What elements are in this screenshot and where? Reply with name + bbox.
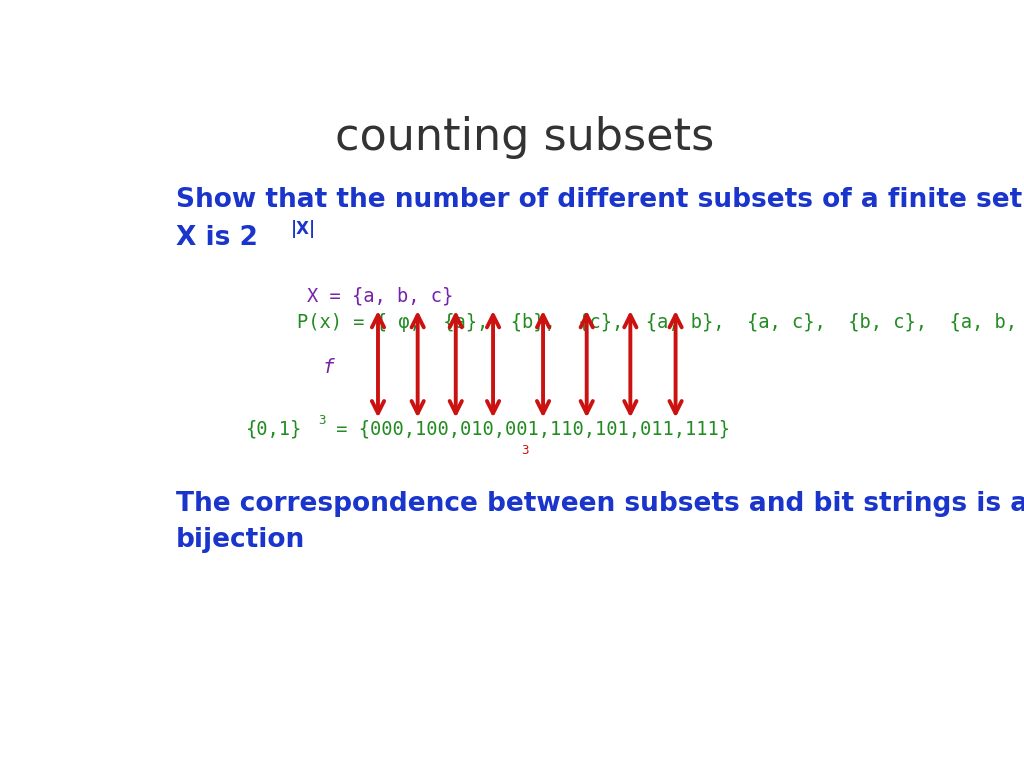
Text: {0,1}: {0,1} (246, 419, 302, 439)
Text: X = {a, b, c}: X = {a, b, c} (306, 286, 453, 305)
Text: counting subsets: counting subsets (335, 116, 715, 159)
Text: Show that the number of different subsets of a finite set: Show that the number of different subset… (176, 187, 1022, 213)
Text: 3: 3 (521, 444, 528, 457)
Text: |X|: |X| (291, 220, 315, 238)
Text: = {000,100,010,001,110,101,011,111}: = {000,100,010,001,110,101,011,111} (325, 419, 730, 439)
Text: P(x) = { φ,  {a},  {b},  {c},  {a, b},  {a, c},  {b, c},  {a, b, c} }: P(x) = { φ, {a}, {b}, {c}, {a, b}, {a, c… (297, 313, 1024, 332)
Text: The correspondence between subsets and bit strings is a: The correspondence between subsets and b… (176, 492, 1024, 518)
Text: X is 2: X is 2 (176, 225, 257, 251)
Text: f: f (323, 358, 334, 376)
Text: 3: 3 (318, 415, 326, 428)
Text: bijection: bijection (176, 527, 305, 553)
